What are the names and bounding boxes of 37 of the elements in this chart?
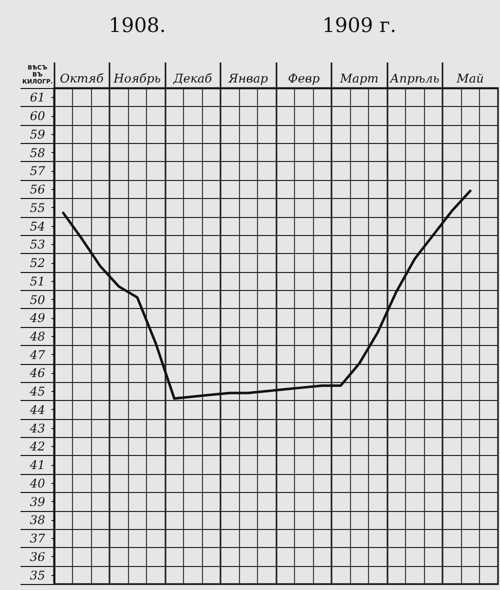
y-tick-label: 54 (30, 219, 46, 234)
x-tick-label: Февр (288, 72, 320, 86)
y-tick-label: 41 (28, 458, 46, 472)
y-tick-label: 52 (30, 256, 46, 270)
text: 1908. (108, 13, 166, 37)
x-tick-label: Апрѣль (389, 72, 440, 86)
x-tick-label: Октяб (60, 72, 104, 86)
y-tick-label: 57 (30, 164, 46, 178)
y-tick-label: 45 (28, 384, 46, 399)
y-tick-label: 44 (28, 402, 46, 417)
y-tick-label: 50 (30, 292, 46, 307)
y-tick-label: 47 (28, 348, 46, 362)
y-tick-label: 51 (30, 274, 46, 288)
y-tick-label: 48 (28, 330, 46, 344)
text: 1909 г. (322, 13, 396, 37)
y-tick-label: 36 (30, 550, 46, 564)
y-tick-label: 35 (30, 568, 46, 582)
y-tick-label: 42 (28, 440, 46, 454)
y-tick-label: 56 (30, 182, 46, 197)
x-tick-label: Март (338, 72, 379, 86)
y-tick-label: 61 (30, 90, 46, 105)
y-tick-label: 55 (30, 200, 46, 215)
y-tick-label: 43 (28, 421, 46, 436)
x-tick-label: Январ (228, 72, 268, 86)
y-tick-label: 40 (28, 476, 46, 490)
x-tick-label: Ноябрь (112, 72, 161, 86)
y-tick-label: 59 (30, 127, 46, 142)
y-tick-label: 38 (30, 513, 46, 528)
y-tick-label: 46 (28, 366, 46, 380)
x-tick-label: Декаб (172, 72, 213, 86)
y-tick-label: 49 (28, 311, 46, 326)
y-tick-label: 37 (30, 532, 46, 546)
y-tick-label: 39 (30, 494, 46, 509)
y-tick-label: 60 (30, 109, 46, 124)
x-tick-label: Май (456, 72, 484, 86)
y-tick-label: 53 (30, 238, 46, 252)
y-tick-label: 58 (30, 146, 46, 160)
